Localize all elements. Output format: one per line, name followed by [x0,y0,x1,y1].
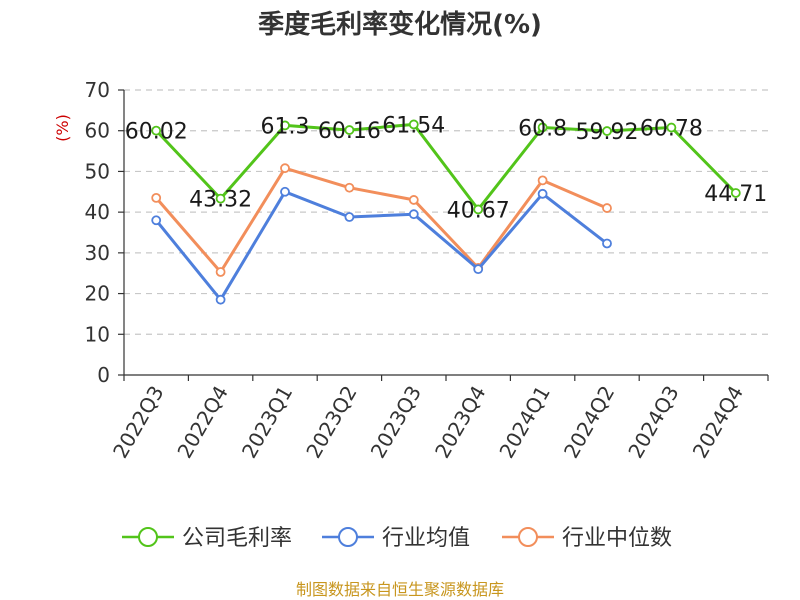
data-label: 60.16 [318,119,381,144]
data-point [215,294,226,305]
grid-lines [124,89,768,335]
x-tick-label: 2023Q2 [301,382,361,463]
y-tick-label: 60 [85,119,110,143]
data-point [215,193,226,204]
data-point [602,203,612,213]
data-label: 43.32 [189,188,252,213]
data-point [537,175,548,186]
data-point [473,204,484,215]
legend-label: 行业中位数 [562,526,672,551]
data-point [344,125,355,135]
legend-item[interactable]: 行业中位数 [502,526,672,551]
data-point [473,264,484,275]
legend-item[interactable]: 公司毛利率 [122,526,292,551]
data-point [215,267,226,277]
data-point [408,195,419,205]
x-tick-label: 2023Q3 [366,382,426,463]
data-point [408,209,419,220]
x-tick-label: 2023Q4 [430,382,490,463]
data-point [730,188,741,198]
data-label: 60.02 [125,120,188,145]
y-tick-label: 10 [85,322,110,346]
series-group [151,119,741,305]
legend: 公司毛利率 行业均值 行业中位数 [122,526,672,551]
data-point [280,186,290,197]
x-tick-label: 2024Q4 [688,382,748,463]
data-point [344,212,355,222]
data-point [151,192,162,203]
data-point [537,122,548,133]
legend-label: 行业均值 [382,526,470,551]
data-point [151,125,162,136]
data-labels: 60.02 43.32 61.3 60.16 61.54 40.67 60.8 59.92 60… [125,113,768,223]
data-point [666,122,677,133]
data-label: 61.54 [382,113,445,138]
data-point [537,188,548,199]
chart-title: 季度毛利率变化情况(%) [258,9,542,40]
legend-label: 公司毛利率 [182,526,292,551]
y-tick-label: 0 [97,363,110,387]
data-label: 60.78 [640,117,703,142]
legend-item[interactable]: 行业均值 [322,526,470,551]
data-point [602,126,612,136]
x-tick-label: 2024Q1 [494,382,554,463]
data-point [280,120,290,131]
data-label: 61.3 [261,114,310,139]
y-tick-label: 20 [85,282,110,306]
series-line [155,166,608,274]
y-tick-label: 70 [85,78,110,102]
y-tick-label: 30 [85,241,110,265]
y-tick-label: 40 [85,200,110,224]
data-point [602,238,612,249]
data-label: 60.8 [518,116,567,141]
x-tick-label: 2024Q3 [623,382,683,463]
y-tick-label: 50 [85,159,110,183]
legend-marker-icon [518,527,538,547]
source-note: 制图数据来自恒生聚源数据库 [296,580,504,599]
data-point [408,119,419,130]
x-tick-label: 2023Q1 [237,382,297,463]
data-point [280,163,290,174]
x-tick-label: 2024Q2 [559,382,619,463]
data-point [151,215,162,226]
y-axis-label: (%) [53,114,72,142]
x-tick-label: 2022Q3 [108,382,168,463]
legend-marker-icon [138,527,158,547]
x-tick-label: 2022Q4 [172,382,232,463]
legend-marker-icon [338,527,358,547]
data-label: 40.67 [447,198,510,223]
series-line [155,122,737,211]
data-label: 44.71 [704,182,767,207]
data-label: 59.92 [576,120,639,145]
series-line [155,190,608,302]
data-point [344,182,355,193]
